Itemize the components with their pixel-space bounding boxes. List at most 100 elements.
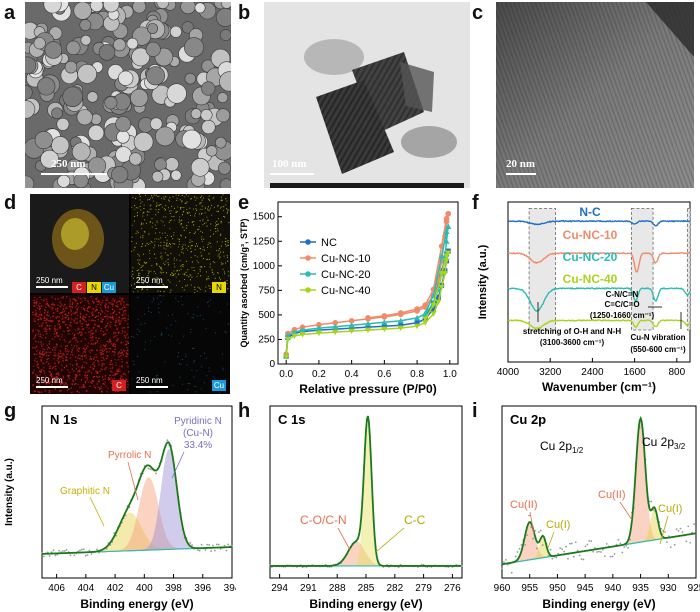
eds-dot-n xyxy=(192,221,194,223)
eds-dot-c xyxy=(100,344,102,346)
eds-dot-n xyxy=(163,208,165,210)
eds-dot-n xyxy=(194,286,196,288)
eds-dot-c xyxy=(69,298,71,300)
sem-particle xyxy=(131,47,151,67)
eds-dot-n xyxy=(203,197,205,199)
eds-dot-n xyxy=(219,256,221,258)
eds-dot-c xyxy=(46,325,49,327)
eds-dot-c xyxy=(115,361,117,364)
eds-dot-n xyxy=(207,208,209,210)
eds-dot-c xyxy=(82,318,84,321)
eds-dot-c xyxy=(41,345,43,347)
eds-dot-c xyxy=(87,371,89,373)
eds-dot-c xyxy=(115,320,117,323)
eds-dot-n xyxy=(227,209,229,211)
eds-dot-c xyxy=(63,330,65,333)
eds-dot-n xyxy=(145,245,147,247)
raw-data-point xyxy=(532,537,534,540)
eds-dot-c xyxy=(97,315,100,317)
eds-dot-c xyxy=(48,351,50,353)
sem-image: 250 nm xyxy=(25,2,231,188)
eds-dot-cu xyxy=(179,376,181,378)
sem-particle xyxy=(128,152,143,166)
eds-dot-c xyxy=(54,298,56,300)
eds-dot-c xyxy=(88,331,90,333)
eds-dot-cu xyxy=(156,375,158,377)
raw-data-point xyxy=(518,547,521,550)
eds-dot-n xyxy=(217,224,219,226)
eds-dot-c xyxy=(121,298,123,300)
eds-dot-c xyxy=(108,316,110,318)
eds-dot-cu xyxy=(180,363,182,365)
eds-dot-cu xyxy=(153,297,155,299)
eds-dot-cu xyxy=(199,355,201,357)
eds-dot-n xyxy=(187,284,189,286)
eds-dot-c xyxy=(69,357,72,359)
series-label: Cu-NC-10 xyxy=(563,228,618,242)
eds-dot-n xyxy=(187,195,189,197)
label-graphitic: Graphitic N xyxy=(60,486,110,497)
eds-dot-c xyxy=(107,377,110,379)
eds-dot-cu xyxy=(131,378,133,380)
eds-dot-n xyxy=(163,216,165,218)
data-point xyxy=(422,302,429,308)
eds-dot-c xyxy=(66,353,68,355)
eds-dot-n xyxy=(173,216,175,218)
eds-dot-cu xyxy=(196,370,198,372)
eds-dot-cu xyxy=(197,306,199,308)
raw-data-point xyxy=(200,543,203,546)
eds-dot-n xyxy=(208,195,210,197)
eds-dot-c xyxy=(105,299,107,301)
eds-dot-c xyxy=(74,311,77,313)
raw-data-point xyxy=(664,531,666,533)
eds-dot-n xyxy=(170,246,172,248)
eds-dot-n xyxy=(139,263,141,265)
eds-dot-n xyxy=(185,271,187,273)
eds-dot-c xyxy=(75,374,78,376)
eds-dot-n xyxy=(221,200,223,202)
data-point xyxy=(422,316,429,322)
eds-dot-n xyxy=(227,211,229,213)
eds-dot-c xyxy=(90,339,92,342)
eds-dot-n xyxy=(186,225,188,227)
eds-dot-n xyxy=(208,258,210,260)
eds-dot-c xyxy=(113,373,116,375)
eds-dot-c xyxy=(108,347,110,350)
eds-dot-c xyxy=(81,334,83,336)
eds-dot-n xyxy=(154,278,156,280)
spectrum-title: Cu 2p xyxy=(510,412,546,427)
eds-dot-c xyxy=(122,349,125,351)
eds-dot-c xyxy=(73,319,75,321)
eds-dot-cu xyxy=(223,369,225,371)
eds-dot-c xyxy=(56,376,58,378)
eds-dot-n xyxy=(155,257,157,259)
sem-particle xyxy=(181,21,194,34)
eds-dot-c xyxy=(100,368,102,370)
eds-dot-c xyxy=(111,308,114,311)
eds-dot-c xyxy=(126,353,128,355)
eds-dot-n xyxy=(149,258,151,260)
raw-data-point xyxy=(588,539,591,542)
eds-dot-c xyxy=(54,377,56,380)
eds-dot-n xyxy=(217,210,219,212)
eds-dot-c xyxy=(104,327,107,329)
x-tick-label: 960 xyxy=(494,583,511,594)
eds-dot-c xyxy=(92,302,95,304)
sem-particle xyxy=(169,25,182,38)
eds-dot-n xyxy=(207,219,209,221)
eds-dot-n xyxy=(149,242,151,244)
eds-dot-cu xyxy=(190,331,192,333)
eds-dot-n xyxy=(205,271,207,273)
eds-dot-c xyxy=(107,310,109,313)
eds-dot-c xyxy=(87,301,89,303)
eds-dot-c xyxy=(46,313,48,316)
eds-dot-n xyxy=(184,202,186,204)
raw-data-point xyxy=(461,565,463,567)
eds-dot-n xyxy=(168,199,170,201)
eds-dot-c xyxy=(71,302,74,304)
raw-data-point xyxy=(539,529,542,532)
eds-dot-n xyxy=(181,251,183,253)
eds-dot-n xyxy=(172,243,174,245)
eds-dot-c xyxy=(56,335,58,337)
